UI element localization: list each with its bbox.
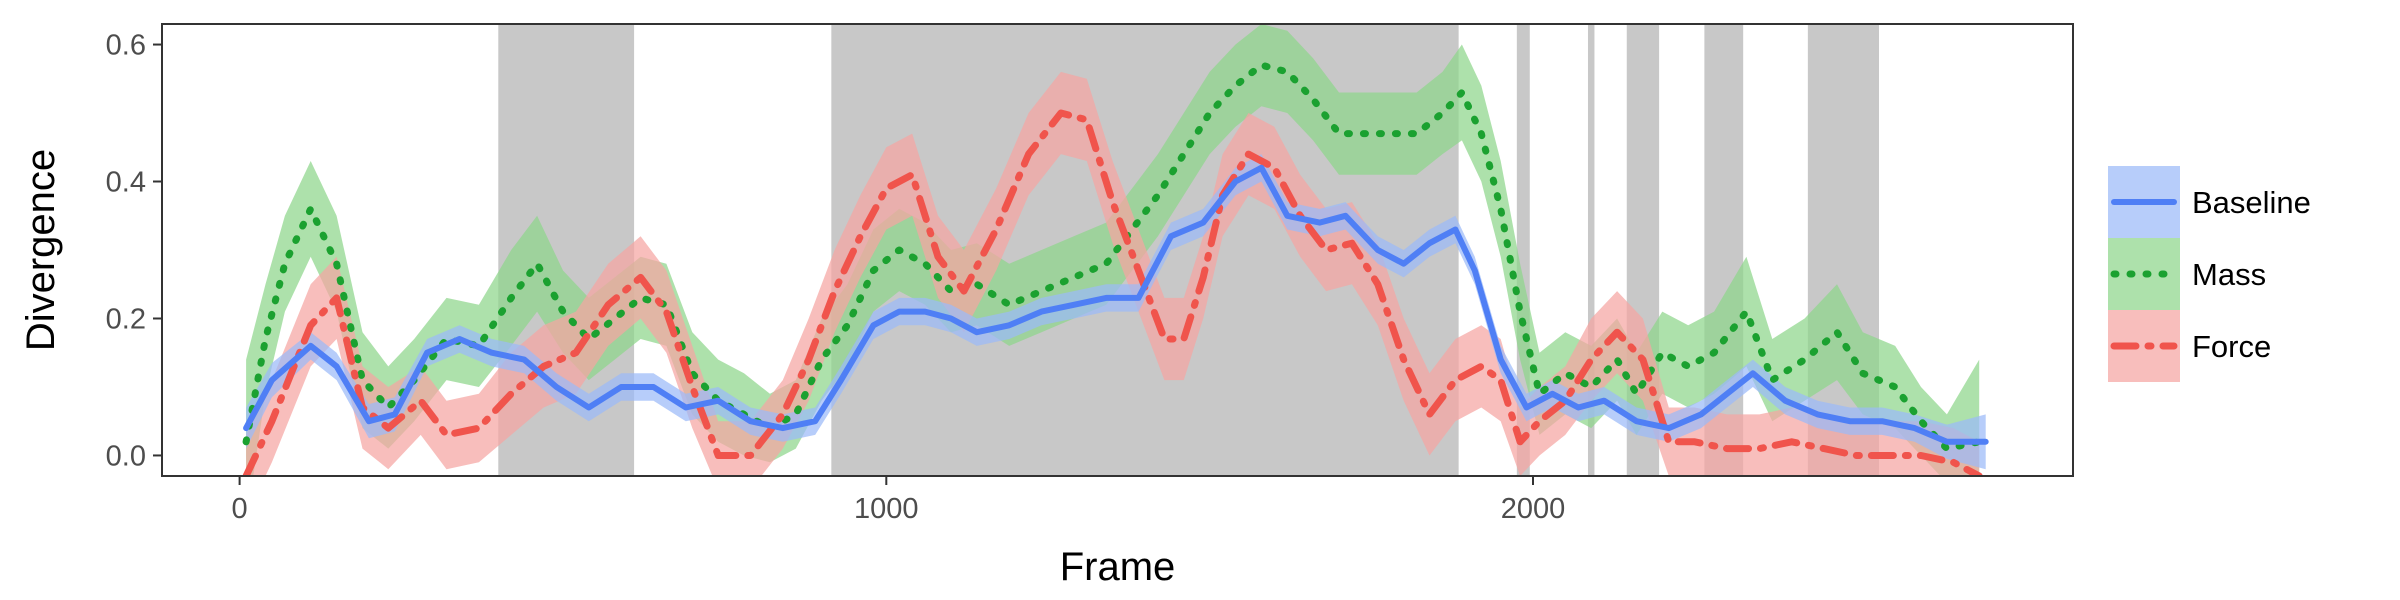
legend: Baseline Mass Force xyxy=(2108,166,2311,382)
x-tick-label-1: 1000 xyxy=(854,493,919,525)
shaded-interval-3 xyxy=(1587,24,1595,476)
legend-label-mass: Mass xyxy=(2192,257,2266,292)
legend-label-force: Force xyxy=(2192,329,2271,364)
y-tick-label-1: 0.2 xyxy=(106,303,146,335)
legend-item-force: Force xyxy=(2108,310,2271,382)
series-lines xyxy=(242,61,1989,476)
axes: 0 1000 2000 0.0 0.2 0.4 0.6 xyxy=(106,30,1566,525)
line-force xyxy=(242,109,1983,476)
legend-item-mass: Mass xyxy=(2108,238,2266,310)
legend-item-baseline: Baseline xyxy=(2108,166,2311,238)
y-tick-label-2: 0.4 xyxy=(106,167,146,199)
legend-label-baseline: Baseline xyxy=(2192,185,2311,220)
x-tick-label-2: 2000 xyxy=(1501,493,1566,525)
confidence-bands xyxy=(246,24,1986,476)
plot-panel-border xyxy=(161,23,2074,477)
x-axis-title: Frame xyxy=(1060,545,1176,589)
y-tick-label-0: 0.0 xyxy=(106,440,146,472)
band-baseline xyxy=(246,154,1986,470)
y-axis-title: Divergence xyxy=(19,149,63,351)
band-force xyxy=(246,71,1980,476)
line-baseline xyxy=(243,164,1989,445)
x-tick-label-0: 0 xyxy=(232,493,248,525)
y-tick-label-3: 0.6 xyxy=(106,30,146,62)
